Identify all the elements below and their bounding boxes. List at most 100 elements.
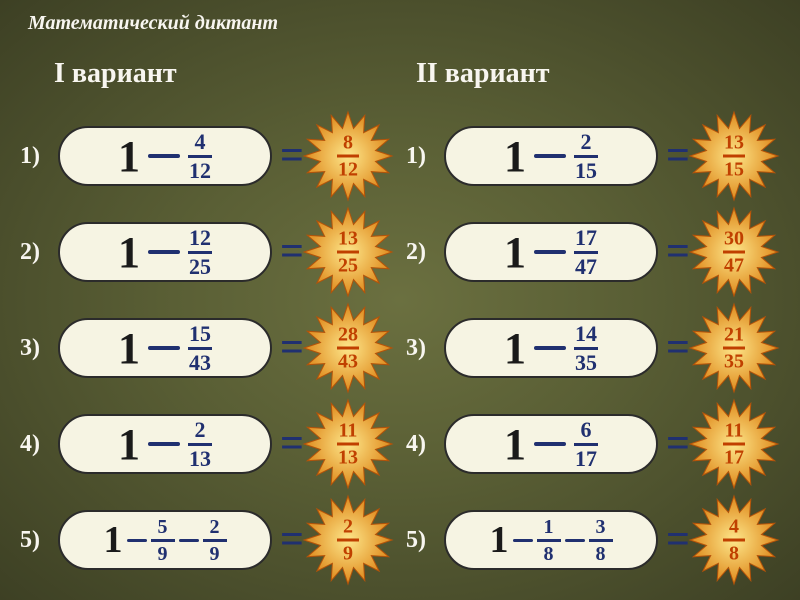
- row-number: 5): [20, 527, 58, 554]
- page-title: Математический диктант: [28, 12, 278, 35]
- answer-numerator: 8: [343, 133, 353, 153]
- answer-denominator: 43: [338, 352, 358, 372]
- numerator: 6: [581, 419, 592, 441]
- expression-pill: 1 12 25: [58, 222, 272, 282]
- row-number: 2): [406, 239, 444, 266]
- fraction-bar: [203, 539, 227, 542]
- answer-denominator: 12: [338, 160, 358, 180]
- fraction: 6 17: [574, 419, 598, 470]
- answer-burst: 11 17: [696, 406, 772, 482]
- answer-denominator: 15: [724, 160, 744, 180]
- expression-pill: 1 2 15: [444, 126, 658, 186]
- problem-row-left-1: 1) 1 4 12 = 8 12: [20, 108, 400, 204]
- row-number: 2): [20, 239, 58, 266]
- problem-row-right-5: 5) 1 1 8 3 8 = 4 8: [406, 492, 786, 588]
- whole-number: 1: [118, 323, 140, 374]
- expression: 1 17 47: [504, 227, 598, 278]
- answer-burst: 21 35: [696, 310, 772, 386]
- fraction: 3 8: [589, 517, 613, 564]
- denominator: 12: [189, 160, 211, 182]
- fraction-bar: [337, 251, 359, 254]
- equals-sign: =: [280, 132, 304, 180]
- answer-numerator: 4: [729, 517, 739, 537]
- expression-pill: 1 2 13: [58, 414, 272, 474]
- answer-numerator: 2: [343, 517, 353, 537]
- fraction: 2 13: [188, 419, 212, 470]
- fraction: 14 35: [574, 323, 598, 374]
- answer-numerator: 28: [338, 325, 358, 345]
- fraction-bar: [723, 539, 745, 542]
- answer-fraction: 30 47: [723, 229, 745, 276]
- row-number: 4): [20, 431, 58, 458]
- fraction: 5 9: [151, 517, 175, 564]
- minus-icon: [148, 250, 180, 254]
- problem-row-right-4: 4) 1 6 17 = 11 17: [406, 396, 786, 492]
- expression: 1 12 25: [118, 227, 212, 278]
- fraction: 1 8: [537, 517, 561, 564]
- minus-icon: [534, 154, 566, 158]
- answer-fraction: 4 8: [723, 517, 745, 564]
- answer-burst: 28 43: [310, 310, 386, 386]
- whole-number: 1: [104, 518, 123, 562]
- fraction-bar: [723, 155, 745, 158]
- fraction: 4 12: [188, 131, 212, 182]
- answer-denominator: 13: [338, 448, 358, 468]
- fraction: 15 43: [188, 323, 212, 374]
- expression: 1 2 13: [118, 419, 212, 470]
- whole-number: 1: [118, 131, 140, 182]
- equals-sign: =: [280, 516, 304, 564]
- answer-burst: 13 25: [310, 214, 386, 290]
- denominator: 47: [575, 256, 597, 278]
- row-number: 3): [20, 335, 58, 362]
- denominator: 15: [575, 160, 597, 182]
- denominator: 43: [189, 352, 211, 374]
- numerator: 14: [575, 323, 597, 345]
- answer-numerator: 11: [724, 421, 743, 441]
- minus-icon: [534, 346, 566, 350]
- fraction-bar: [589, 539, 613, 542]
- answer-burst: 8 12: [310, 118, 386, 194]
- answer-numerator: 30: [724, 229, 744, 249]
- equals-sign: =: [666, 324, 690, 372]
- numerator: 17: [575, 227, 597, 249]
- answer-numerator: 13: [724, 133, 744, 153]
- problem-row-left-3: 3) 1 15 43 = 28 43: [20, 300, 400, 396]
- denominator: 13: [189, 448, 211, 470]
- column-left: 1) 1 4 12 = 8 12 2) 1 12: [20, 108, 400, 588]
- denominator: 9: [210, 544, 220, 564]
- answer-denominator: 17: [724, 448, 744, 468]
- minus-icon: [534, 442, 566, 446]
- problem-row-right-3: 3) 1 14 35 = 21 35: [406, 300, 786, 396]
- whole-number: 1: [504, 227, 526, 278]
- expression: 1 14 35: [504, 323, 598, 374]
- expression: 1 2 15: [504, 131, 598, 182]
- fraction-bar: [723, 251, 745, 254]
- row-number: 5): [406, 527, 444, 554]
- answer-numerator: 11: [338, 421, 357, 441]
- numerator: 1: [544, 517, 554, 537]
- row-number: 1): [406, 143, 444, 170]
- answer-denominator: 35: [724, 352, 744, 372]
- numerator: 2: [195, 419, 206, 441]
- equals-sign: =: [280, 420, 304, 468]
- expression-pill: 1 14 35: [444, 318, 658, 378]
- numerator: 2: [581, 131, 592, 153]
- whole-number: 1: [118, 419, 140, 470]
- answer-burst: 30 47: [696, 214, 772, 290]
- equals-sign: =: [666, 132, 690, 180]
- problem-row-left-2: 2) 1 12 25 = 13 25: [20, 204, 400, 300]
- expression: 1 6 17: [504, 419, 598, 470]
- minus-icon: [565, 539, 585, 542]
- problem-row-right-2: 2) 1 17 47 = 30 47: [406, 204, 786, 300]
- denominator: 9: [158, 544, 168, 564]
- answer-fraction: 28 43: [337, 325, 359, 372]
- fraction: 2 15: [574, 131, 598, 182]
- variant-2-title: II вариант: [416, 58, 550, 90]
- answer-fraction: 11 13: [337, 421, 359, 468]
- expression-pill: 1 17 47: [444, 222, 658, 282]
- row-number: 3): [406, 335, 444, 362]
- fraction-bar: [337, 347, 359, 350]
- numerator: 2: [210, 517, 220, 537]
- problem-row-right-1: 1) 1 2 15 = 13 15: [406, 108, 786, 204]
- whole-number: 1: [118, 227, 140, 278]
